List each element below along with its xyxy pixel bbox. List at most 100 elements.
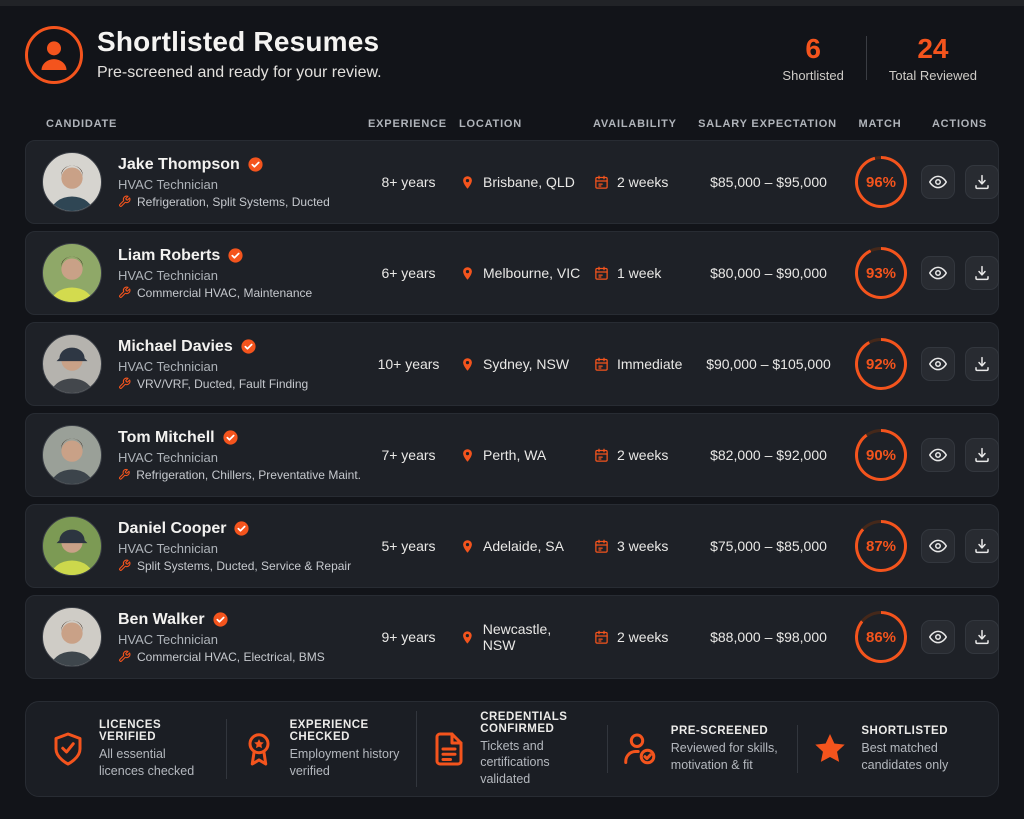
availability-cell: 2 weeks — [586, 174, 696, 190]
candidate-name: Daniel Cooper — [118, 519, 227, 537]
candidate-info: Liam Roberts HVAC Technician Commerci — [118, 247, 312, 300]
candidate-row[interactable]: Ben Walker HVAC Technician Commercial — [25, 595, 999, 679]
badge-title: EXPERIENCE CHECKED — [289, 719, 369, 744]
match-percentage: 96% — [865, 173, 897, 191]
salary-cell: $80,000 – $90,000 — [710, 265, 827, 281]
stat-total-reviewed: 24 Total Reviewed — [867, 33, 999, 83]
location-text: Perth, WA — [483, 447, 547, 463]
location-cell: Adelaide, SA — [456, 538, 586, 554]
download-resume-button[interactable] — [965, 256, 999, 290]
match-cell: 96% — [841, 156, 921, 208]
candidate-row[interactable]: Michael Davies HVAC Technician VRV/VR — [25, 322, 999, 406]
candidate-cell: Tom Mitchell HVAC Technician Refriger — [26, 425, 361, 485]
salary-cell: $85,000 – $95,000 — [710, 174, 827, 190]
salary-cell: $75,000 – $85,000 — [710, 538, 827, 554]
availability-text: 3 weeks — [617, 538, 669, 554]
location-pin-icon — [463, 266, 472, 280]
title-block: Shortlisted Resumes Pre-screened and rea… — [97, 26, 382, 82]
eye-icon — [929, 448, 947, 462]
table-column-headers: CANDIDATE EXPERIENCE LOCATION AVAILABILI… — [25, 118, 999, 140]
location-pin-icon — [463, 357, 472, 371]
page-subtitle: Pre-screened and ready for your review. — [97, 64, 382, 81]
candidate-name: Michael Davies — [118, 337, 233, 355]
match-percentage: 93% — [865, 264, 897, 282]
award-icon — [248, 733, 270, 766]
download-resume-button[interactable] — [965, 165, 999, 199]
location-cell: Brisbane, QLD — [456, 174, 586, 190]
location-text: Brisbane, QLD — [483, 174, 575, 190]
candidate-skills: Split Systems, Ducted, Service & Repair — [118, 559, 351, 573]
availability-cell: 1 week — [586, 265, 696, 281]
candidate-skills-text: Commercial HVAC, Maintenance — [137, 285, 313, 300]
candidate-info: Ben Walker HVAC Technician Commercial — [118, 611, 325, 664]
match-percentage: 90% — [865, 446, 897, 464]
candidate-info: Jake Thompson HVAC Technician Refrige — [118, 156, 330, 209]
candidate-avatar — [42, 334, 102, 394]
location-text: Newcastle, NSW — [482, 621, 552, 653]
wrench-icon — [119, 559, 131, 571]
header-stats: 6 Shortlisted 24 Total Reviewed — [760, 33, 999, 83]
view-resume-button[interactable] — [921, 347, 955, 381]
candidate-info: Michael Davies HVAC Technician VRV/VR — [118, 338, 308, 391]
stat-shortlisted-label: Shortlisted — [782, 67, 844, 83]
view-resume-button[interactable] — [921, 620, 955, 654]
candidate-name: Liam Roberts — [118, 246, 221, 264]
page-header: Shortlisted Resumes Pre-screened and rea… — [25, 26, 999, 84]
calendar-icon — [595, 630, 608, 644]
match-percentage: 87% — [865, 537, 897, 555]
star-icon — [815, 734, 846, 762]
verification-footer: LICENCES VERIFIED All essential licences… — [25, 701, 999, 797]
location-text: Melbourne, VIC — [483, 265, 581, 281]
actions-cell — [921, 256, 1001, 290]
candidate-avatar — [42, 516, 102, 576]
view-resume-button[interactable] — [921, 165, 955, 199]
user-check-icon — [624, 733, 656, 765]
download-resume-button[interactable] — [965, 529, 999, 563]
badge-desc: All essential licences checked — [99, 747, 195, 778]
download-resume-button[interactable] — [965, 347, 999, 381]
badge-shortlisted: SHORTLISTED Best matched candidates only — [797, 725, 988, 773]
view-resume-button[interactable] — [921, 256, 955, 290]
wrench-icon — [119, 468, 130, 480]
candidate-title: HVAC Technician — [118, 540, 218, 556]
badge-credentials-confirmed: CREDENTIALS CONFIRMED Tickets and certif… — [416, 711, 607, 787]
candidate-skills: Commercial HVAC, Electrical, BMS — [118, 650, 325, 664]
candidate-cell: Ben Walker HVAC Technician Commercial — [26, 607, 361, 667]
candidate-skills-text: Refrigeration, Chillers, Preventative Ma… — [136, 467, 361, 482]
badge-title: CREDENTIALS CONFIRMED — [480, 711, 568, 736]
candidate-row[interactable]: Jake Thompson HVAC Technician Refrige — [25, 140, 999, 224]
location-pin-icon — [463, 175, 472, 189]
download-resume-button[interactable] — [965, 438, 999, 472]
verified-badge-icon — [223, 430, 238, 445]
candidate-title: HVAC Technician — [118, 176, 218, 192]
view-resume-button[interactable] — [921, 438, 955, 472]
verified-badge-icon — [241, 339, 256, 354]
candidate-title: HVAC Technician — [118, 267, 218, 283]
location-pin-icon — [463, 448, 472, 462]
match-ring: 87% — [855, 520, 907, 572]
column-header-candidate: CANDIDATE — [46, 118, 118, 130]
eye-icon — [929, 539, 947, 553]
candidate-name: Ben Walker — [118, 610, 205, 628]
experience-cell: 6+ years — [381, 265, 436, 281]
candidate-title: HVAC Technician — [118, 449, 218, 465]
badge-desc: Best matched candidates only — [861, 741, 949, 772]
eye-icon — [929, 175, 947, 189]
match-ring: 92% — [855, 338, 907, 390]
candidate-skills-text: Commercial HVAC, Electrical, BMS — [137, 649, 325, 664]
candidate-cell: Jake Thompson HVAC Technician Refrige — [26, 152, 361, 212]
candidate-row[interactable]: Liam Roberts HVAC Technician Commerci — [25, 231, 999, 315]
verified-badge-icon — [212, 612, 228, 627]
candidate-info: Daniel Cooper HVAC Technician Split S — [118, 520, 351, 573]
candidate-name: Tom Mitchell — [118, 428, 215, 446]
stat-shortlisted: 6 Shortlisted — [760, 33, 865, 83]
badge-desc: Employment history verified — [289, 747, 400, 778]
stat-total-reviewed-label: Total Reviewed — [888, 67, 977, 83]
verified-badge-icon — [234, 521, 250, 536]
candidate-skills-text: VRV/VRF, Ducted, Fault Finding — [137, 376, 309, 391]
download-resume-button[interactable] — [965, 620, 999, 654]
candidate-row[interactable]: Daniel Cooper HVAC Technician Split S — [25, 504, 999, 588]
view-resume-button[interactable] — [921, 529, 955, 563]
location-pin-icon — [463, 630, 472, 644]
candidate-row[interactable]: Tom Mitchell HVAC Technician Refriger — [25, 413, 999, 497]
